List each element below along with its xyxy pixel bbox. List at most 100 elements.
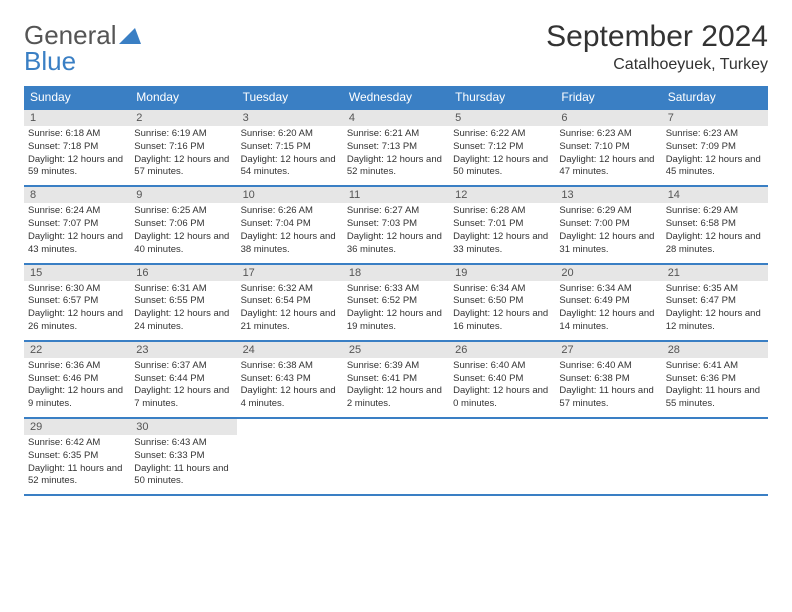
day-number: 21: [662, 265, 768, 281]
daylight-text: Daylight: 12 hours and 45 minutes.: [666, 154, 764, 180]
sunrise-text: Sunrise: 6:22 AM: [453, 128, 551, 141]
day-content: Sunrise: 6:42 AMSunset: 6:35 PMDaylight:…: [24, 435, 130, 494]
title-block: September 2024 Catalhoeyuek, Turkey: [546, 20, 768, 74]
logo-text-blue: Blue: [24, 46, 76, 77]
day-cell: 11Sunrise: 6:27 AMSunset: 7:03 PMDayligh…: [343, 186, 449, 263]
day-content: Sunrise: 6:23 AMSunset: 7:10 PMDaylight:…: [555, 126, 661, 185]
day-cell: 6Sunrise: 6:23 AMSunset: 7:10 PMDaylight…: [555, 109, 661, 186]
day-content: Sunrise: 6:19 AMSunset: 7:16 PMDaylight:…: [130, 126, 236, 185]
day-cell: 25Sunrise: 6:39 AMSunset: 6:41 PMDayligh…: [343, 341, 449, 418]
daylight-text: Daylight: 12 hours and 31 minutes.: [559, 231, 657, 257]
sunset-text: Sunset: 7:10 PM: [559, 141, 657, 154]
daylight-text: Daylight: 11 hours and 55 minutes.: [666, 385, 764, 411]
day-header: Thursday: [449, 86, 555, 109]
sunset-text: Sunset: 7:15 PM: [241, 141, 339, 154]
day-cell: 2Sunrise: 6:19 AMSunset: 7:16 PMDaylight…: [130, 109, 236, 186]
day-content: Sunrise: 6:18 AMSunset: 7:18 PMDaylight:…: [24, 126, 130, 185]
day-number: 25: [343, 342, 449, 358]
day-content: Sunrise: 6:25 AMSunset: 7:06 PMDaylight:…: [130, 203, 236, 262]
day-content: Sunrise: 6:20 AMSunset: 7:15 PMDaylight:…: [237, 126, 343, 185]
day-content: Sunrise: 6:32 AMSunset: 6:54 PMDaylight:…: [237, 281, 343, 340]
daylight-text: Daylight: 12 hours and 19 minutes.: [347, 308, 445, 334]
daylight-text: Daylight: 12 hours and 57 minutes.: [134, 154, 232, 180]
sunrise-text: Sunrise: 6:40 AM: [559, 360, 657, 373]
daylight-text: Daylight: 12 hours and 47 minutes.: [559, 154, 657, 180]
day-content: Sunrise: 6:40 AMSunset: 6:40 PMDaylight:…: [449, 358, 555, 417]
sunset-text: Sunset: 6:58 PM: [666, 218, 764, 231]
day-cell: 18Sunrise: 6:33 AMSunset: 6:52 PMDayligh…: [343, 264, 449, 341]
day-number: 10: [237, 187, 343, 203]
day-number: 24: [237, 342, 343, 358]
day-number: 11: [343, 187, 449, 203]
day-cell: 24Sunrise: 6:38 AMSunset: 6:43 PMDayligh…: [237, 341, 343, 418]
sunrise-text: Sunrise: 6:21 AM: [347, 128, 445, 141]
day-number: 27: [555, 342, 661, 358]
day-cell: 5Sunrise: 6:22 AMSunset: 7:12 PMDaylight…: [449, 109, 555, 186]
daylight-text: Daylight: 12 hours and 26 minutes.: [28, 308, 126, 334]
month-title: September 2024: [546, 20, 768, 54]
day-content: Sunrise: 6:29 AMSunset: 6:58 PMDaylight:…: [662, 203, 768, 262]
daylight-text: Daylight: 11 hours and 50 minutes.: [134, 463, 232, 489]
day-content: Sunrise: 6:39 AMSunset: 6:41 PMDaylight:…: [343, 358, 449, 417]
daylight-text: Daylight: 12 hours and 12 minutes.: [666, 308, 764, 334]
day-number: 7: [662, 110, 768, 126]
day-content: Sunrise: 6:30 AMSunset: 6:57 PMDaylight:…: [24, 281, 130, 340]
sunrise-text: Sunrise: 6:34 AM: [559, 283, 657, 296]
sunset-text: Sunset: 7:18 PM: [28, 141, 126, 154]
day-cell: 12Sunrise: 6:28 AMSunset: 7:01 PMDayligh…: [449, 186, 555, 263]
daylight-text: Daylight: 12 hours and 9 minutes.: [28, 385, 126, 411]
day-header: Wednesday: [343, 86, 449, 109]
day-content: Sunrise: 6:41 AMSunset: 6:36 PMDaylight:…: [662, 358, 768, 417]
sunrise-text: Sunrise: 6:23 AM: [559, 128, 657, 141]
day-cell: 3Sunrise: 6:20 AMSunset: 7:15 PMDaylight…: [237, 109, 343, 186]
day-cell: 26Sunrise: 6:40 AMSunset: 6:40 PMDayligh…: [449, 341, 555, 418]
day-cell: 20Sunrise: 6:34 AMSunset: 6:49 PMDayligh…: [555, 264, 661, 341]
day-number: 16: [130, 265, 236, 281]
day-header: Friday: [555, 86, 661, 109]
sunset-text: Sunset: 7:03 PM: [347, 218, 445, 231]
sunrise-text: Sunrise: 6:39 AM: [347, 360, 445, 373]
day-header-row: Sunday Monday Tuesday Wednesday Thursday…: [24, 86, 768, 109]
sunrise-text: Sunrise: 6:18 AM: [28, 128, 126, 141]
day-number: 4: [343, 110, 449, 126]
day-content: Sunrise: 6:35 AMSunset: 6:47 PMDaylight:…: [662, 281, 768, 340]
day-cell: 13Sunrise: 6:29 AMSunset: 7:00 PMDayligh…: [555, 186, 661, 263]
sunrise-text: Sunrise: 6:40 AM: [453, 360, 551, 373]
day-header: Saturday: [662, 86, 768, 109]
daylight-text: Daylight: 12 hours and 7 minutes.: [134, 385, 232, 411]
day-cell: 7Sunrise: 6:23 AMSunset: 7:09 PMDaylight…: [662, 109, 768, 186]
daylight-text: Daylight: 12 hours and 16 minutes.: [453, 308, 551, 334]
daylight-text: Daylight: 12 hours and 2 minutes.: [347, 385, 445, 411]
day-cell: [343, 418, 449, 495]
sunset-text: Sunset: 7:07 PM: [28, 218, 126, 231]
daylight-text: Daylight: 11 hours and 52 minutes.: [28, 463, 126, 489]
day-content: Sunrise: 6:26 AMSunset: 7:04 PMDaylight:…: [237, 203, 343, 262]
sunset-text: Sunset: 7:09 PM: [666, 141, 764, 154]
daylight-text: Daylight: 12 hours and 38 minutes.: [241, 231, 339, 257]
daylight-text: Daylight: 12 hours and 59 minutes.: [28, 154, 126, 180]
day-content: Sunrise: 6:22 AMSunset: 7:12 PMDaylight:…: [449, 126, 555, 185]
day-content: Sunrise: 6:27 AMSunset: 7:03 PMDaylight:…: [343, 203, 449, 262]
week-row: 29Sunrise: 6:42 AMSunset: 6:35 PMDayligh…: [24, 418, 768, 495]
day-cell: [662, 418, 768, 495]
day-content: Sunrise: 6:21 AMSunset: 7:13 PMDaylight:…: [343, 126, 449, 185]
sunrise-text: Sunrise: 6:32 AM: [241, 283, 339, 296]
day-number: 15: [24, 265, 130, 281]
sunset-text: Sunset: 6:46 PM: [28, 373, 126, 386]
sunset-text: Sunset: 6:50 PM: [453, 295, 551, 308]
sunrise-text: Sunrise: 6:43 AM: [134, 437, 232, 450]
day-content: Sunrise: 6:28 AMSunset: 7:01 PMDaylight:…: [449, 203, 555, 262]
logo-triangle-icon: [119, 20, 141, 51]
day-header: Monday: [130, 86, 236, 109]
day-number: 3: [237, 110, 343, 126]
sunrise-text: Sunrise: 6:19 AM: [134, 128, 232, 141]
day-number: 14: [662, 187, 768, 203]
sunrise-text: Sunrise: 6:25 AM: [134, 205, 232, 218]
sunrise-text: Sunrise: 6:24 AM: [28, 205, 126, 218]
day-cell: 16Sunrise: 6:31 AMSunset: 6:55 PMDayligh…: [130, 264, 236, 341]
day-header: Tuesday: [237, 86, 343, 109]
sunrise-text: Sunrise: 6:29 AM: [559, 205, 657, 218]
week-row: 15Sunrise: 6:30 AMSunset: 6:57 PMDayligh…: [24, 264, 768, 341]
day-content: Sunrise: 6:31 AMSunset: 6:55 PMDaylight:…: [130, 281, 236, 340]
sunset-text: Sunset: 6:35 PM: [28, 450, 126, 463]
